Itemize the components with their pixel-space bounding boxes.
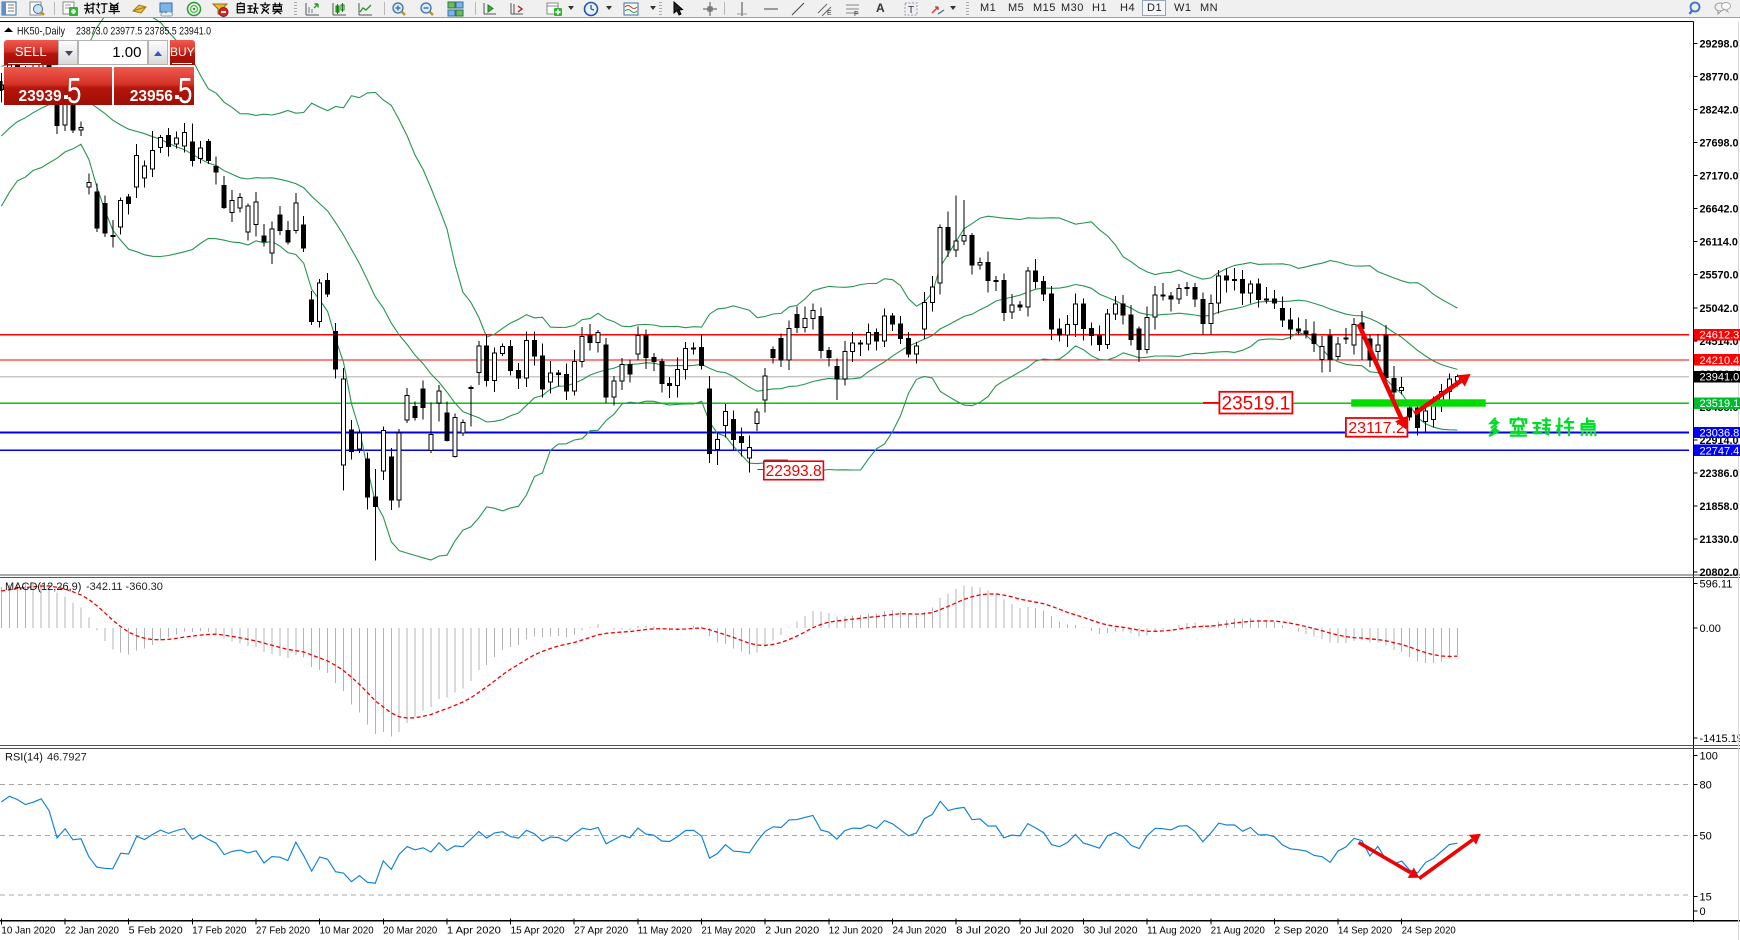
svg-text:15 Apr 2020: 15 Apr 2020	[511, 925, 565, 937]
svg-text:21 May 2020: 21 May 2020	[702, 925, 756, 937]
svg-text:1 Apr 2020: 1 Apr 2020	[447, 925, 501, 937]
svg-text:30 Jul 2020: 30 Jul 2020	[1084, 925, 1138, 937]
svg-text:21330.0: 21330.0	[1700, 534, 1739, 546]
svg-text:5 Feb 2020: 5 Feb 2020	[129, 925, 183, 937]
svg-text:T: T	[908, 5, 914, 16]
svg-text:17 Feb 2020: 17 Feb 2020	[192, 925, 246, 937]
svg-text:26114.0: 26114.0	[1700, 237, 1738, 249]
svg-text:20 Mar 2020: 20 Mar 2020	[383, 925, 437, 937]
svg-text:E: E	[827, 10, 832, 17]
svg-text:25042.0: 25042.0	[1700, 303, 1739, 315]
svg-text:20802.0: 20802.0	[1700, 567, 1739, 579]
svg-text:24612.3: 24612.3	[1700, 330, 1740, 342]
svg-text:F: F	[854, 11, 858, 17]
svg-text:100: 100	[1700, 750, 1718, 762]
svg-text:HK50-,Daily: HK50-,Daily	[17, 26, 65, 38]
svg-text:0.00: 0.00	[1700, 623, 1721, 635]
svg-text:27 Feb 2020: 27 Feb 2020	[256, 925, 310, 937]
svg-text:23117.2: 23117.2	[1348, 420, 1405, 437]
svg-text:22747.4: 22747.4	[1700, 445, 1740, 457]
svg-text:27698.0: 27698.0	[1700, 138, 1739, 150]
svg-text:21858.0: 21858.0	[1700, 501, 1739, 513]
svg-text:12 Jun 2020: 12 Jun 2020	[829, 925, 883, 937]
svg-text:22386.0: 22386.0	[1700, 468, 1739, 480]
svg-text:29298.0: 29298.0	[1700, 39, 1739, 51]
svg-text:26642.0: 26642.0	[1700, 204, 1739, 216]
svg-text:14 Sep 2020: 14 Sep 2020	[1338, 925, 1392, 937]
svg-text:-342.11 -360.30: -342.11 -360.30	[86, 581, 163, 593]
svg-text:10 Jan 2020: 10 Jan 2020	[1, 925, 55, 937]
svg-text:23519.1: 23519.1	[1700, 398, 1740, 410]
svg-text:27170.0: 27170.0	[1700, 171, 1739, 183]
svg-text:596.11: 596.11	[1700, 579, 1733, 591]
svg-text:27 Apr 2020: 27 Apr 2020	[574, 925, 628, 937]
svg-text:11 Aug 2020: 11 Aug 2020	[1147, 925, 1201, 937]
svg-text:23036.8: 23036.8	[1700, 427, 1740, 439]
svg-text:RSI(14): RSI(14)	[5, 752, 43, 764]
svg-text:15: 15	[1700, 891, 1712, 903]
svg-text:MACD(12,26,9): MACD(12,26,9)	[5, 581, 81, 593]
svg-text:28242.0: 28242.0	[1700, 105, 1739, 117]
svg-text:11 May 2020: 11 May 2020	[638, 925, 692, 937]
svg-text:24 Sep 2020: 24 Sep 2020	[1402, 925, 1456, 937]
svg-text:80: 80	[1700, 780, 1712, 792]
svg-text:22 Jan 2020: 22 Jan 2020	[65, 925, 119, 937]
svg-text:20 Jul 2020: 20 Jul 2020	[1020, 925, 1074, 937]
svg-text:24210.4: 24210.4	[1700, 355, 1740, 367]
svg-text:46.7927: 46.7927	[47, 752, 87, 764]
svg-text:-1415.19: -1415.19	[1700, 733, 1740, 745]
svg-text:21 Aug 2020: 21 Aug 2020	[1211, 925, 1265, 937]
svg-text:25570.0: 25570.0	[1700, 270, 1739, 282]
svg-text:23519.1: 23519.1	[1222, 394, 1291, 415]
svg-text:28770.0: 28770.0	[1700, 72, 1739, 84]
svg-text:8 Jul 2020: 8 Jul 2020	[956, 925, 1010, 937]
svg-text:22393.8: 22393.8	[766, 463, 822, 480]
svg-text:10 Mar 2020: 10 Mar 2020	[320, 925, 374, 937]
svg-text:0: 0	[1700, 906, 1706, 918]
svg-text:2 Sep 2020: 2 Sep 2020	[1274, 925, 1328, 937]
svg-text:50: 50	[1700, 831, 1712, 843]
svg-text:24 Jun 2020: 24 Jun 2020	[893, 925, 947, 937]
svg-text:23873.0 23977.5 23785.5 23941.: 23873.0 23977.5 23785.5 23941.0	[76, 26, 211, 38]
svg-text:23941.0: 23941.0	[1700, 372, 1740, 384]
svg-text:2 Jun 2020: 2 Jun 2020	[765, 925, 819, 937]
